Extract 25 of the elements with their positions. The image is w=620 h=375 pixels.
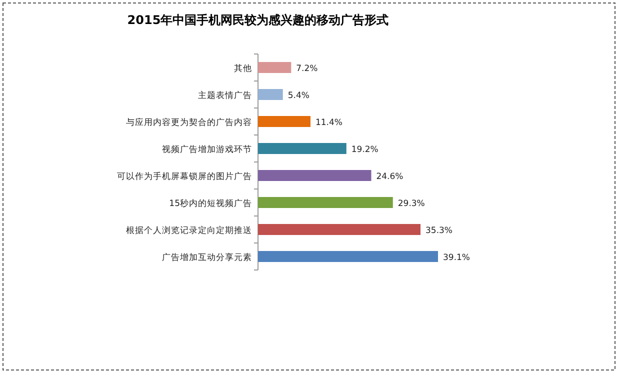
bar [258, 143, 346, 154]
data-label: 39.1% [443, 253, 470, 263]
y-tick-label: 15秒内的短视频广告 [169, 198, 252, 209]
data-label: 19.2% [351, 145, 378, 155]
bar [258, 197, 393, 208]
bar [258, 116, 310, 127]
y-tick-label: 可以作为手机屏幕锁屏的图片广告 [117, 171, 252, 182]
data-label: 29.3% [398, 199, 425, 209]
data-label: 5.4% [288, 91, 310, 101]
bar [258, 89, 283, 100]
y-tick-label: 其他 [234, 63, 252, 74]
data-label: 11.4% [315, 118, 342, 128]
y-tick-label: 主题表情广告 [198, 90, 252, 101]
y-tick-label: 视频广告增加游戏环节 [162, 144, 252, 155]
y-tick-label: 与应用内容更为契合的广告内容 [126, 117, 252, 128]
data-label: 7.2% [296, 64, 318, 74]
y-tick-label: 根据个人浏览记录定向定期推送 [126, 225, 252, 236]
bar [258, 170, 372, 181]
data-label: 35.3% [426, 226, 453, 236]
bar [258, 251, 438, 262]
bar [258, 62, 292, 73]
y-tick-label: 广告增加互动分享元素 [162, 252, 252, 263]
chart-title: 2015年中国手机网民较为感兴趣的移动广告形式 [127, 13, 389, 27]
data-label: 24.6% [376, 172, 404, 182]
bar [258, 224, 421, 235]
